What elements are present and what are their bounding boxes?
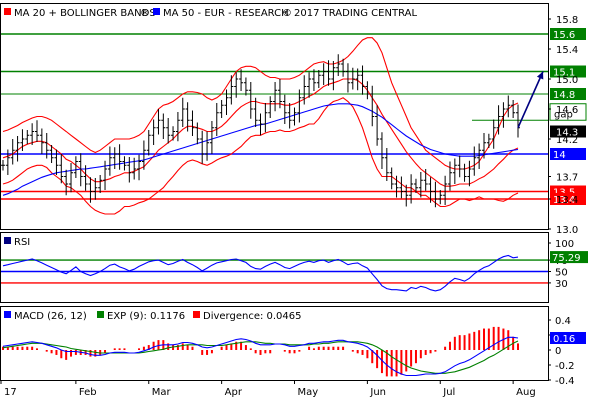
forecast-arrow-shaft (517, 71, 544, 129)
divergence-legend-label: Divergence: 0.0465 (203, 311, 302, 322)
rsi-legend-label: RSI (14, 237, 30, 248)
rsi-last-label: 75.29 (552, 253, 581, 264)
copyright-label: 2017 TRADING CENTRAL (294, 8, 417, 19)
macd-panel-frame (0, 306, 549, 381)
price-tick-label-6: 13.4 (556, 195, 578, 206)
price-panel-frame (0, 3, 549, 230)
macd-legend: MACD (26, 12) EXP (9): 0.1176 Divergence… (4, 311, 302, 322)
price-tick-label-7: 13.0 (556, 225, 578, 236)
macd-layers: 0.40.20-0.2-0.40.16 (2, 316, 586, 387)
copyright-mark: © (282, 8, 292, 19)
rsi-tick-label-2: 50 (555, 268, 568, 279)
price-legend: MA 20 + BOLLINGER BANDS ® MA 50 - EUR - … (4, 8, 417, 19)
rsi-panel-frame (0, 232, 549, 303)
rsi-tick-label-0: 100 (555, 239, 574, 250)
month-label-5: Jun (369, 387, 386, 398)
month-label-4: May (298, 387, 319, 398)
rsi-tick-label-3: 30 (555, 279, 568, 290)
month-label-0: 17 (4, 387, 17, 398)
last-price-box (550, 125, 586, 138)
month-axis: 17 Feb Mar Apr May Jun Jul Aug (0, 380, 536, 398)
macd-last-box (550, 332, 586, 344)
level-box-2 (550, 88, 586, 100)
macd-legend-swatch (4, 311, 11, 318)
month-label-3: Apr (225, 387, 243, 398)
level-box-5 (550, 193, 586, 205)
exp-legend-label: EXP (9): 0.1176 (107, 311, 185, 322)
month-label-2: Mar (152, 387, 172, 398)
forecast-arrow-head (536, 71, 544, 80)
level-label-1: 15.1 (553, 68, 575, 79)
macd-tick-label-0: 0.4 (555, 316, 571, 327)
price-tick-label-2: 15.0 (556, 75, 578, 86)
price-tick-label-3: 14.6 (556, 105, 578, 116)
macd-tick-label-3: -0.2 (555, 361, 575, 372)
macd-legend-label: MACD (26, 12) (14, 311, 87, 322)
gap-label: gap (554, 109, 573, 120)
price-gap: gap (472, 103, 587, 121)
price-tick-label-5: 13.7 (556, 173, 578, 184)
level-box-1 (550, 65, 586, 78)
registered-mark-1: ® (140, 8, 150, 19)
price-axis: 15.8 15.4 15.0 14.6 14.2 13.7 13.4 13.0 14.3 (548, 15, 586, 236)
level-box-0 (550, 28, 586, 40)
rsi-last-box (550, 251, 588, 264)
signal-line (2, 340, 519, 374)
macd-line (2, 336, 519, 377)
month-label-7: Aug (516, 387, 536, 398)
price-tick-label-4: 14.2 (556, 135, 578, 146)
price-tick-label-0: 15.8 (556, 15, 578, 26)
ma20-legend-label: MA 20 + BOLLINGER BANDS (14, 8, 156, 19)
level-label-3: 14 (553, 150, 566, 161)
bollinger-lower-line (2, 97, 519, 215)
ma20-legend-swatch (4, 8, 11, 15)
level-label-2: 14.8 (553, 90, 575, 101)
rsi-layers: 10070503075.29 (1, 239, 588, 292)
rsi-line (2, 254, 519, 292)
ma20-line (2, 78, 519, 187)
level-label-0: 15.6 (553, 30, 575, 41)
month-label-1: Feb (79, 387, 97, 398)
price-tick-label-1: 15.4 (556, 45, 578, 56)
divergence-legend-swatch (193, 311, 200, 318)
level-label-5: 13.4 (553, 195, 575, 206)
ma50-legend-swatch (153, 8, 160, 15)
exp-legend-swatch (97, 311, 104, 318)
gap-box (549, 103, 587, 121)
bollinger-upper-line (2, 37, 519, 170)
macd-tick-label-2: 0 (555, 346, 561, 357)
rsi-legend: RSI (4, 237, 30, 248)
panel-frames (0, 3, 549, 381)
macd-tick-label-4: -0.4 (555, 376, 575, 387)
price-bars (1, 54, 520, 208)
ma50-legend-label: MA 50 - EUR - RESEARCH (163, 8, 289, 19)
level-box-3 (550, 148, 586, 160)
macd-last-label: 0.16 (553, 334, 575, 345)
price-arrow (517, 71, 544, 129)
rsi-legend-swatch (4, 237, 11, 244)
month-label-6: Jul (442, 387, 455, 398)
last-price-label: 14.3 (556, 128, 578, 139)
